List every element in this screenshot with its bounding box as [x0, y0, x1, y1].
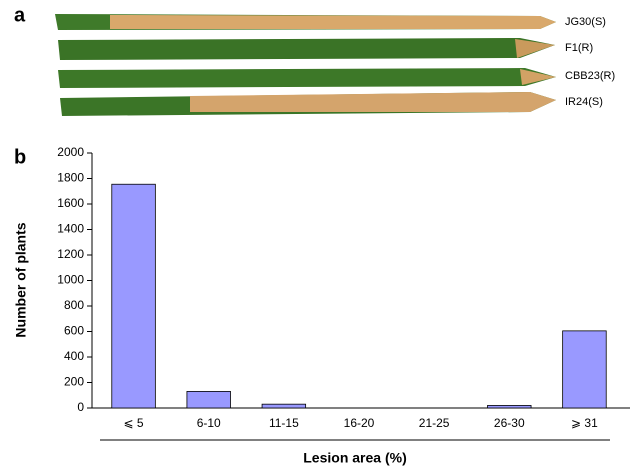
bar: [487, 405, 532, 409]
leaf-label: CBB23(R): [565, 70, 615, 82]
x-tick-label: ⩽ 5: [124, 416, 144, 430]
x-tick-label: 21-25: [419, 416, 450, 430]
y-tick-label: 0: [77, 400, 84, 414]
leaf-label: IR24(S): [565, 96, 603, 108]
y-tick-label: 800: [64, 298, 84, 312]
panel-label: a: [14, 4, 26, 26]
bar: [562, 330, 607, 409]
x-tick-label: 11-15: [269, 416, 299, 430]
y-tick-label: 2000: [57, 145, 84, 159]
x-tick-label: 6-10: [197, 416, 221, 430]
y-tick-label: 1000: [57, 273, 84, 287]
y-axis-label: Number of plants: [13, 222, 29, 337]
y-tick-label: 1800: [57, 171, 84, 185]
leaf-label: JG30(S): [565, 16, 606, 28]
y-tick-label: 200: [64, 375, 84, 389]
bar: [261, 403, 307, 409]
x-tick-label: 26-30: [494, 416, 525, 430]
y-tick-label: 400: [64, 349, 84, 363]
y-tick-label: 600: [64, 324, 84, 338]
leaf-photos: [55, 14, 556, 116]
bar: [111, 183, 156, 409]
panel-label: b: [14, 146, 26, 168]
y-tick-label: 1400: [57, 222, 84, 236]
bar: [186, 391, 231, 409]
leaf-label: F1(R): [565, 42, 593, 54]
y-tick-label: 1600: [57, 196, 84, 210]
y-tick-label: 1200: [57, 247, 84, 261]
x-tick-label: 16-20: [344, 416, 375, 430]
x-tick-label: ⩾ 31: [571, 416, 598, 430]
x-axis-label: Lesion area (%): [303, 450, 406, 466]
